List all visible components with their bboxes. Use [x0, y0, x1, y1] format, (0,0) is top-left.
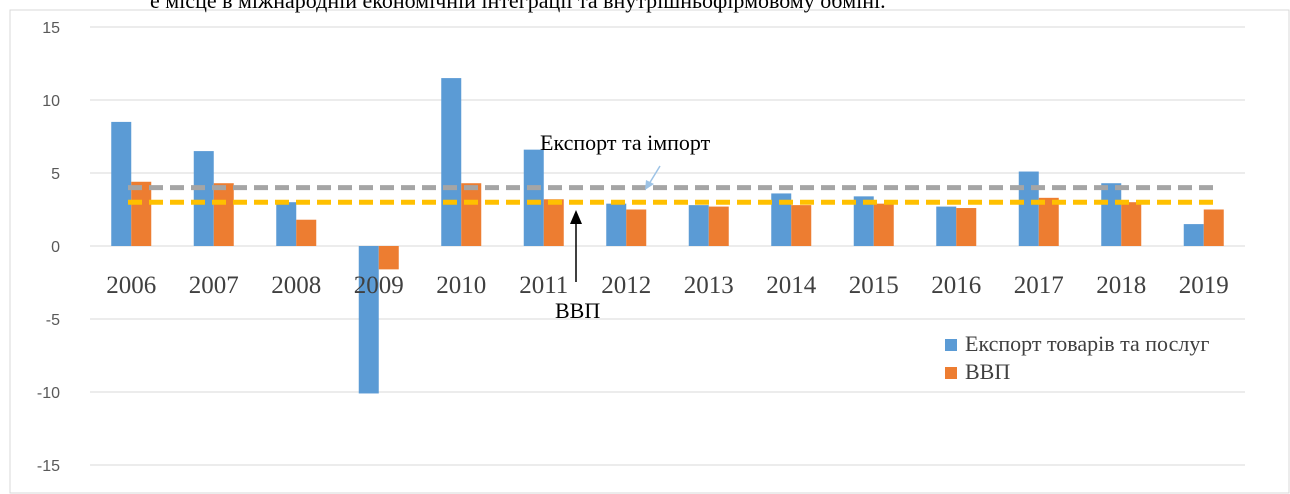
x-tick-label: 2015 [849, 272, 899, 299]
legend-label: Експорт товарів та послуг [965, 331, 1210, 356]
bar [461, 183, 482, 246]
bar [1183, 224, 1204, 246]
bar [1203, 209, 1224, 246]
annotation: Експорт та імпорт [540, 130, 711, 155]
bar [111, 121, 132, 246]
chart-frame [9, 9, 1290, 494]
arrow [648, 165, 661, 185]
bar [296, 219, 317, 246]
arrow-head [570, 210, 582, 224]
bar [791, 205, 812, 246]
y-tick-label: -10 [37, 385, 60, 402]
header-text: е місце в міжнародній економічній інтегр… [150, 0, 886, 13]
legend: Експорт товарів та послуг ВВП [945, 330, 1235, 386]
bar [708, 206, 729, 246]
x-tick-label: 2016 [931, 272, 981, 299]
x-tick-label: 2011 [519, 272, 568, 299]
bar [771, 193, 792, 246]
x-tick-label: 2018 [1096, 272, 1146, 299]
bar [1018, 171, 1039, 246]
y-tick-label: 5 [51, 166, 60, 183]
y-tick-label: -5 [46, 312, 60, 329]
bar [358, 246, 379, 394]
bar [213, 183, 234, 246]
plot: -15 -10 -5 0 5 10 15 2006 2007 2008 2009 2010 2011 20… [37, 20, 1245, 475]
legend-item: ВВП [945, 358, 1235, 386]
legend-item: Експорт товарів та послуг [945, 330, 1235, 358]
x-tick-label: 2008 [271, 272, 321, 299]
x-tick-label: 2013 [684, 272, 734, 299]
bar [1038, 197, 1059, 246]
x-tick-label: 2006 [106, 272, 156, 299]
bar [936, 206, 957, 246]
bar [1101, 183, 1122, 246]
bar [1121, 202, 1142, 246]
bar [276, 202, 297, 246]
bar [688, 205, 709, 246]
x-tick-label: 2014 [766, 272, 817, 299]
arrow-head [645, 180, 654, 190]
y-tick-label: 10 [42, 93, 60, 110]
y-tick-label: -15 [37, 458, 60, 475]
x-tick-label: 2019 [1179, 272, 1229, 299]
bar [543, 199, 564, 246]
x-tick-label: 2012 [601, 272, 651, 299]
bar [441, 78, 462, 246]
x-tick-label: 2007 [189, 272, 239, 299]
bar [853, 196, 874, 246]
annotation: ВВП [555, 298, 600, 323]
bar [378, 246, 399, 270]
bar [626, 209, 647, 246]
bar [873, 203, 894, 246]
x-tick-label: 2017 [1014, 272, 1064, 299]
bar [956, 208, 977, 246]
bar [523, 149, 544, 246]
legend-swatch [945, 339, 957, 351]
bar [606, 203, 627, 246]
bar [193, 151, 214, 246]
bar [131, 181, 152, 246]
y-tick-label: 15 [42, 20, 60, 37]
legend-swatch [945, 367, 957, 379]
y-tick-label: 0 [51, 239, 60, 256]
x-tick-label: 2009 [354, 272, 404, 299]
legend-label: ВВП [965, 359, 1011, 384]
x-tick-label: 2010 [436, 272, 486, 299]
